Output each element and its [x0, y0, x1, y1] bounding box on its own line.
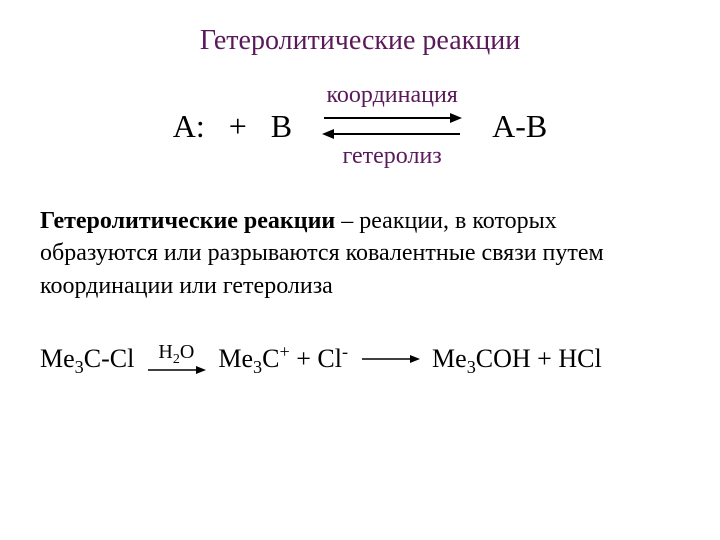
scheme-left: А: + В: [173, 108, 292, 145]
sub-3-3: 3: [467, 357, 476, 377]
arrow-right-icon: [322, 111, 462, 125]
h-text: H: [158, 341, 172, 363]
plus-cl: + Cl: [290, 344, 342, 373]
arrow-right-small-icon: [146, 364, 206, 376]
me-text: Me: [40, 344, 75, 373]
plus-sign: +: [229, 108, 247, 144]
sub-3-2: 3: [253, 357, 262, 377]
reaction-equation: Me3C-Cl H2O Me3C+ + Cl- Me3COH + HCl: [40, 342, 680, 376]
reagent-1: Me3C-Cl: [40, 344, 134, 374]
arrow-2: [360, 353, 420, 365]
products: Me3COH + HCl: [432, 344, 602, 374]
arrow-1: H2O: [146, 342, 206, 376]
sub-3: 3: [75, 357, 84, 377]
me-text-2: Me: [218, 344, 253, 373]
scheme-right: А-В: [492, 108, 547, 145]
top-arrow-label: координация: [326, 82, 457, 109]
ccl-text: C-Cl: [84, 344, 135, 373]
definition-term: Гетеролитические реакции: [40, 208, 335, 234]
definition-text: Гетеролитические реакции – реакции, в ко…: [40, 205, 680, 302]
page-title: Гетеролитические реакции: [40, 25, 680, 57]
o-text: O: [180, 341, 194, 363]
arrow-left-icon: [322, 127, 462, 141]
reagent-b: В: [271, 108, 292, 144]
intermediate: Me3C+ + Cl-: [218, 344, 348, 374]
bottom-arrow-label: гетеролиз: [342, 143, 441, 170]
arrow-right-small-icon-2: [360, 353, 420, 365]
arrow-1-label: H2O: [158, 342, 194, 362]
me-text-3: Me: [432, 344, 467, 373]
reagent-a: А:: [173, 108, 205, 144]
reaction-scheme: А: + В координация гетеролиз А-В: [40, 82, 680, 170]
sup-minus: -: [342, 342, 348, 362]
coh-hcl: COH + HCl: [476, 344, 602, 373]
c-text: C: [262, 344, 279, 373]
scheme-arrows: координация гетеролиз: [322, 82, 462, 170]
sup-plus: +: [279, 342, 289, 362]
